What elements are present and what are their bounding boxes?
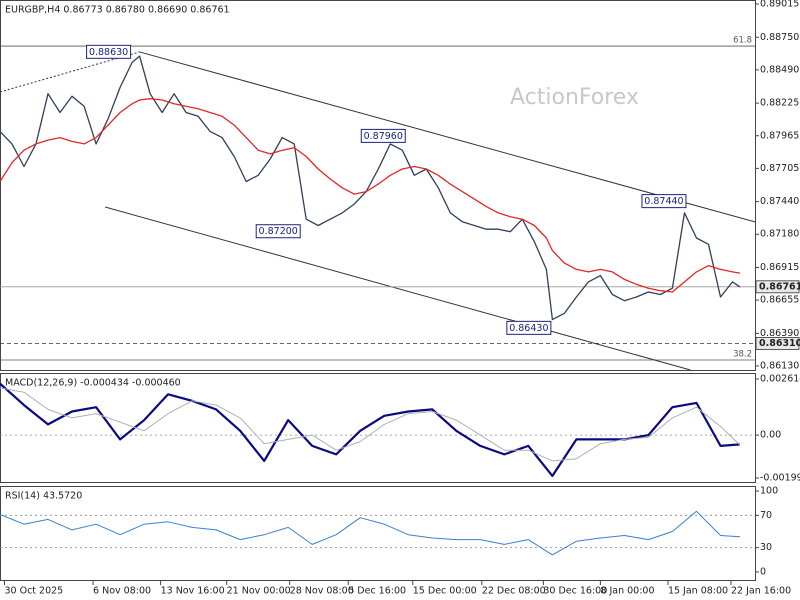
annotation-box <box>506 320 552 335</box>
x-tick-label: 15 Jan 08:00 <box>668 586 728 597</box>
trendline <box>104 206 691 370</box>
y-tick-label: 0.87705 <box>760 163 799 174</box>
annotation-label: 0.88630 <box>89 47 128 58</box>
price-label: 0.86310 <box>759 338 800 349</box>
x-tick-label: 22 Dec 08:00 <box>482 586 546 597</box>
panel-title: RSI(14) 43.5720 <box>5 491 82 502</box>
series-line <box>0 55 741 321</box>
y-tick-label: 0.88225 <box>760 98 799 109</box>
series-line <box>0 98 741 293</box>
x-tick-label: 30 Oct 2025 <box>5 586 64 597</box>
x-tick-label: 8 Jan 00:00 <box>600 586 654 597</box>
y-tick-label: 0.86130 <box>760 360 799 371</box>
annotation-label: 0.87440 <box>644 196 683 207</box>
y-tick-label: 0.86655 <box>760 295 799 306</box>
y-tick-label: 0.87180 <box>760 229 799 240</box>
fib-label: 61.8 <box>733 36 752 46</box>
annotation-box <box>360 128 406 143</box>
annotation-label: 0.87200 <box>259 226 298 237</box>
y-tick-label: 0.89015 <box>760 0 799 10</box>
y-tick-label: 0.88490 <box>760 64 799 75</box>
series-line <box>0 382 741 477</box>
price-label-box <box>755 337 800 350</box>
x-tick-label: 22 Jan 16:00 <box>731 586 791 597</box>
annotation-box <box>86 44 132 59</box>
panel-frame <box>0 373 756 483</box>
annotation-label: 0.86430 <box>509 323 548 334</box>
x-tick-label: 5 Dec 16:00 <box>348 586 406 597</box>
annotation-box <box>255 224 301 239</box>
panel-frame <box>0 0 756 371</box>
y-tick-label: 100 <box>760 486 778 497</box>
plot-area <box>0 382 755 477</box>
x-tick-label: 13 Nov 16:00 <box>161 586 225 597</box>
y-tick-label: 0.88750 <box>760 32 799 43</box>
y-tick-label: 0.86390 <box>760 328 799 339</box>
annotation-label: 0.87960 <box>364 131 403 142</box>
x-tick-label: 28 Nov 08:00 <box>290 586 354 597</box>
fib-label: 38.2 <box>733 349 752 359</box>
x-tick-label: 6 Nov 08:00 <box>93 586 151 597</box>
y-tick-label: 0 <box>760 566 766 577</box>
y-tick-label: 0.86915 <box>760 262 799 273</box>
y-tick-label: 0.002614 <box>760 373 800 384</box>
y-tick-label: -0.001997 <box>760 473 800 484</box>
y-tick-label: 0.87440 <box>760 196 799 207</box>
x-tick-label: 30 Dec 16:00 <box>543 586 607 597</box>
x-tick-label: 21 Nov 00:00 <box>227 586 291 597</box>
trendline <box>139 51 755 223</box>
y-tick-label: 0.87965 <box>760 130 799 141</box>
y-tick-label: 0.00 <box>760 430 781 441</box>
y-tick-label: 70 <box>760 510 772 521</box>
price-label-box <box>755 280 800 294</box>
panel-title: EURGBP,H4 0.86773 0.86780 0.86690 0.8676… <box>5 5 230 16</box>
series-line <box>0 387 741 462</box>
panel-title: MACD(12,26,9) -0.000434 -0.000460 <box>5 378 181 389</box>
x-tick-label: 15 Dec 00:00 <box>413 586 477 597</box>
y-tick-label: 30 <box>760 542 772 553</box>
plot-area <box>0 510 755 556</box>
watermark: ActionForex <box>510 85 639 110</box>
price-label: 0.86761 <box>759 281 800 292</box>
panel-frame <box>0 486 756 581</box>
annotation-box <box>641 194 687 209</box>
series-line <box>0 510 741 556</box>
